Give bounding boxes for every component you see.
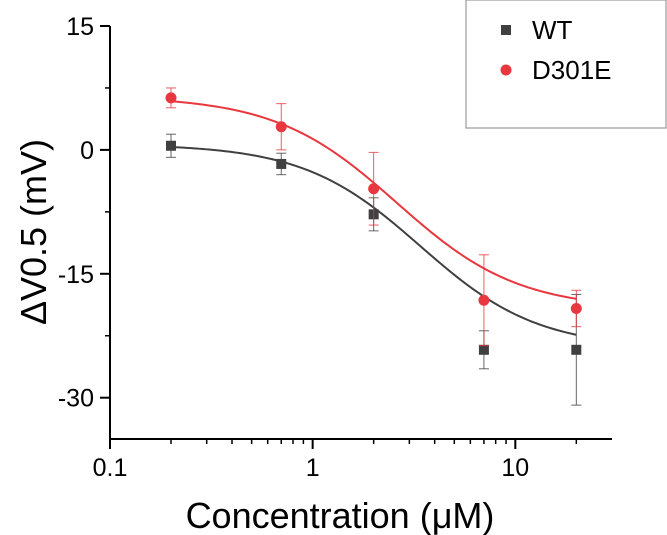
legend-marker-d301e (500, 64, 512, 76)
x-tick-label: 10 (501, 454, 529, 482)
x-tick-label: 1 (306, 454, 320, 482)
axes (109, 26, 612, 440)
legend-label-wt: WT (532, 15, 573, 45)
y-tick-label: -15 (58, 261, 94, 289)
point-d301e (570, 302, 582, 314)
legend: WT D301E (465, 0, 667, 129)
point-wt (571, 344, 582, 355)
legend-box (465, 0, 667, 129)
y-tick-label: -30 (58, 385, 94, 413)
y-tick-label: 0 (80, 137, 94, 165)
point-d301e (165, 92, 177, 104)
point-wt (276, 158, 287, 169)
y-axis-title: ΔV0.5 (mV) (13, 139, 54, 325)
y-tick-label: 15 (66, 13, 94, 41)
ticks: 0.1 1 10 15 0 -15 -30 (58, 13, 578, 482)
point-wt (478, 344, 489, 355)
legend-label-d301e: D301E (532, 55, 612, 85)
point-d301e (275, 121, 287, 133)
legend-marker-wt (501, 25, 511, 35)
point-d301e (478, 294, 490, 306)
point-wt (166, 140, 177, 151)
x-tick-label: 0.1 (93, 454, 128, 482)
point-d301e (368, 183, 380, 195)
plot-area (165, 87, 582, 406)
x-axis-title: Concentration (μM) (186, 495, 495, 535)
